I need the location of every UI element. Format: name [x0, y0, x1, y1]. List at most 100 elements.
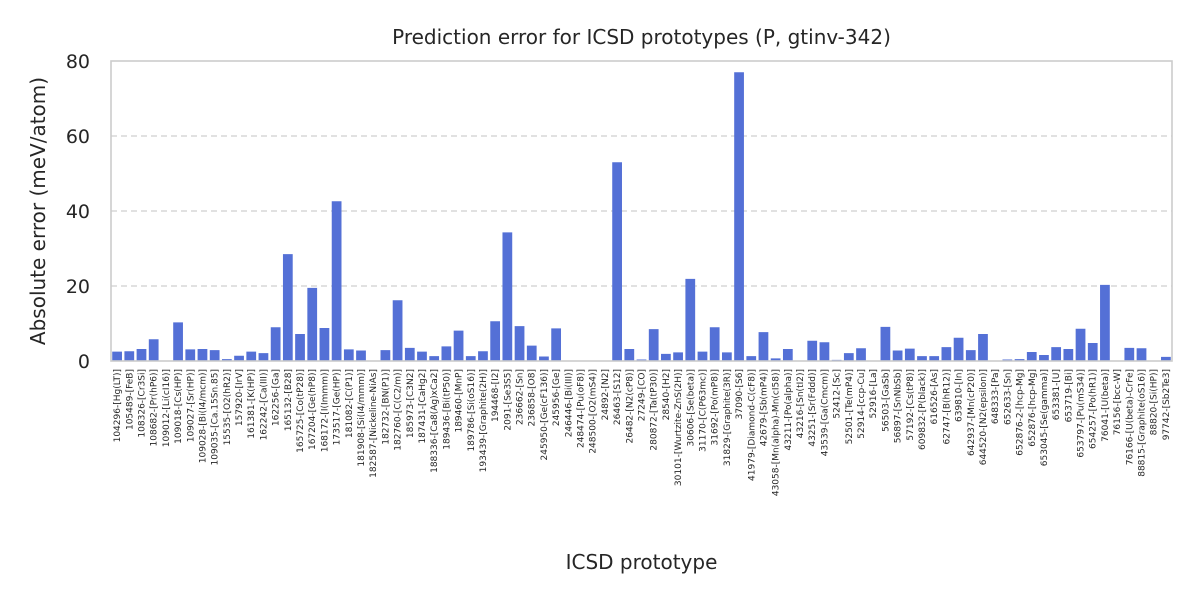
x-tick-label: 245956-[Ge]: [552, 369, 562, 426]
bar: [234, 355, 244, 361]
x-tick-label: 173517-[Ge(HP)]: [333, 369, 343, 445]
x-tick-label: 652633-[Sn]: [1003, 369, 1013, 425]
x-tick-label: 181082-[C(P1)]: [345, 369, 355, 438]
x-tick-label: 2091-[Se3S5]: [503, 369, 513, 431]
y-tick-label: 60: [66, 126, 90, 148]
x-tick-label: 88820-[Si(HP)]: [1150, 369, 1160, 435]
bar: [307, 287, 318, 361]
x-tick-label: 168172-[I(Immm)]: [320, 369, 330, 452]
bar: [1087, 343, 1098, 361]
x-tick-label: 653381-[U]: [1052, 369, 1062, 420]
x-tick-label: 654257-[Po(hR1)]: [1089, 369, 1099, 449]
bar: [514, 326, 525, 361]
bar: [148, 339, 159, 361]
bar: [343, 349, 354, 361]
bar: [490, 321, 501, 361]
bar: [209, 350, 220, 361]
x-tick-label: 246446-[Bi(III)]: [564, 369, 574, 437]
bar: [502, 232, 513, 361]
bar: [441, 346, 452, 361]
bar: [221, 359, 232, 361]
bar: [136, 349, 147, 361]
x-tick-label: 109027-[Sr(HP)]: [186, 369, 196, 442]
bar: [282, 254, 293, 361]
x-tick-label: 653719-[Bi]: [1064, 369, 1074, 422]
x-tick-label: 43216-[Sn(tI2)]: [796, 369, 806, 438]
bar: [1161, 356, 1171, 361]
x-tick-label: 167204-[Ge(hP8)]: [308, 369, 318, 450]
bar: [392, 300, 403, 361]
bar: [295, 334, 305, 361]
x-tick-label: 108682-[Pr(hP6)]: [150, 369, 160, 446]
x-tick-label: 653797-[Pu(mS34)]: [1077, 369, 1087, 458]
bar: [1026, 352, 1037, 361]
bar: [331, 201, 342, 361]
bar: [648, 329, 659, 361]
bar: [892, 350, 903, 361]
x-tick-label: 644520-[N2(epsilon)]: [979, 369, 989, 465]
bar: [673, 352, 683, 361]
x-tick-label: 27249-[CO]: [638, 369, 648, 421]
x-tick-label: 189436-[Bi(tP50)]: [442, 369, 452, 450]
bar: [404, 347, 415, 361]
bar: [1100, 284, 1110, 361]
x-tick-label: 185973-[C3N2]: [406, 369, 416, 438]
bar: [539, 356, 549, 361]
x-tick-label: 109035-[Ca.15Sn.85]: [211, 369, 221, 465]
x-tick-label: 41979-[Diamond-C(cF8)]: [747, 369, 757, 481]
bar: [917, 356, 927, 361]
x-tick-label: 194468-[I2]: [491, 369, 501, 422]
x-tick-label: 653045-[Se(gamma)]: [1040, 369, 1050, 466]
bar: [1075, 328, 1086, 361]
x-tick-label: 43251-[Sr(Fddd)]: [808, 369, 818, 447]
y-tick-labels: 0 20 40 60 80: [66, 51, 90, 373]
x-tick-label: 28540-[H2]: [662, 369, 672, 420]
x-tick-label: 57192-[Cs(tP8)]: [906, 369, 916, 441]
bar: [173, 322, 183, 361]
y-tick-label: 20: [66, 276, 90, 298]
bar: [112, 351, 122, 361]
bar: [185, 349, 196, 361]
x-tick-label: 43211-[Po(alpha)]: [784, 369, 794, 450]
x-tick-label: 37090-[S6]: [735, 369, 745, 419]
bar: [685, 278, 696, 361]
x-tick-label: 652876-2-[hcp-Mg]: [1016, 369, 1026, 456]
x-tick-label: 182732-[BN(P1)]: [381, 369, 391, 445]
x-tick-label: 189460-[MnP]: [455, 369, 465, 433]
x-tick-label: 52501-[Te(mP4)]: [845, 369, 855, 444]
bar: [941, 347, 952, 361]
x-tick-label: 30101-[Wurtzite-ZnS(2H)]: [674, 369, 684, 486]
x-tick-label: 187431-[CaHg2]: [418, 369, 428, 444]
x-tick-label: 642937-[Mn(cP20)]: [967, 369, 977, 456]
x-tick-label: 62747-[B(hR12)]: [942, 369, 952, 445]
x-tick-label: 189786-[Si(oS16)]: [467, 369, 477, 452]
bar: [856, 348, 866, 361]
x-tick-label: 162242-[Ca(III)]: [259, 369, 269, 440]
x-tick-label: 76041-[U(beta)]: [1101, 369, 1111, 442]
bar: [624, 349, 635, 361]
bar: [819, 342, 830, 361]
x-tick-label: 88815-[Graphite(oS16)]: [1138, 369, 1148, 477]
x-tick-label: 31170-[C(P63mc)]: [698, 369, 708, 452]
bar: [1136, 348, 1147, 361]
x-tick-labels: 104296-[Hg(LT)] 105489-[FeB] 108326-[Cr3Si…: [113, 369, 1172, 496]
bar: [758, 332, 769, 361]
x-tick-label: 245950-[Ge(cF136)]: [540, 369, 550, 460]
y-axis-label: Absolute error (meV/atom): [26, 77, 50, 345]
x-tick-label: 76166-[U(beta)-CrFe]: [1125, 369, 1135, 465]
bar: [319, 328, 330, 361]
x-tick-label: 182760-[C(C2/m)]: [394, 369, 404, 451]
bar: [1014, 359, 1025, 361]
x-tick-label: 109018-[Cs(HP)]: [174, 369, 184, 444]
bar: [953, 337, 964, 361]
x-tick-label: 162256-[Ga]: [272, 369, 282, 426]
x-tick-label: 105489-[FeB]: [125, 369, 135, 430]
bar: [929, 356, 940, 361]
bar: [1063, 349, 1074, 361]
x-tick-label: 15535-[O2(hR2)]: [223, 369, 233, 445]
x-tick-label: 652876-[hcp-Mg]: [1028, 369, 1038, 447]
x-tick-label: 76156-[bcc-W]: [1113, 369, 1123, 435]
x-tick-label: 616526-[As]: [930, 369, 940, 424]
x-tick-label: 609832-[P(black)]: [918, 369, 928, 450]
